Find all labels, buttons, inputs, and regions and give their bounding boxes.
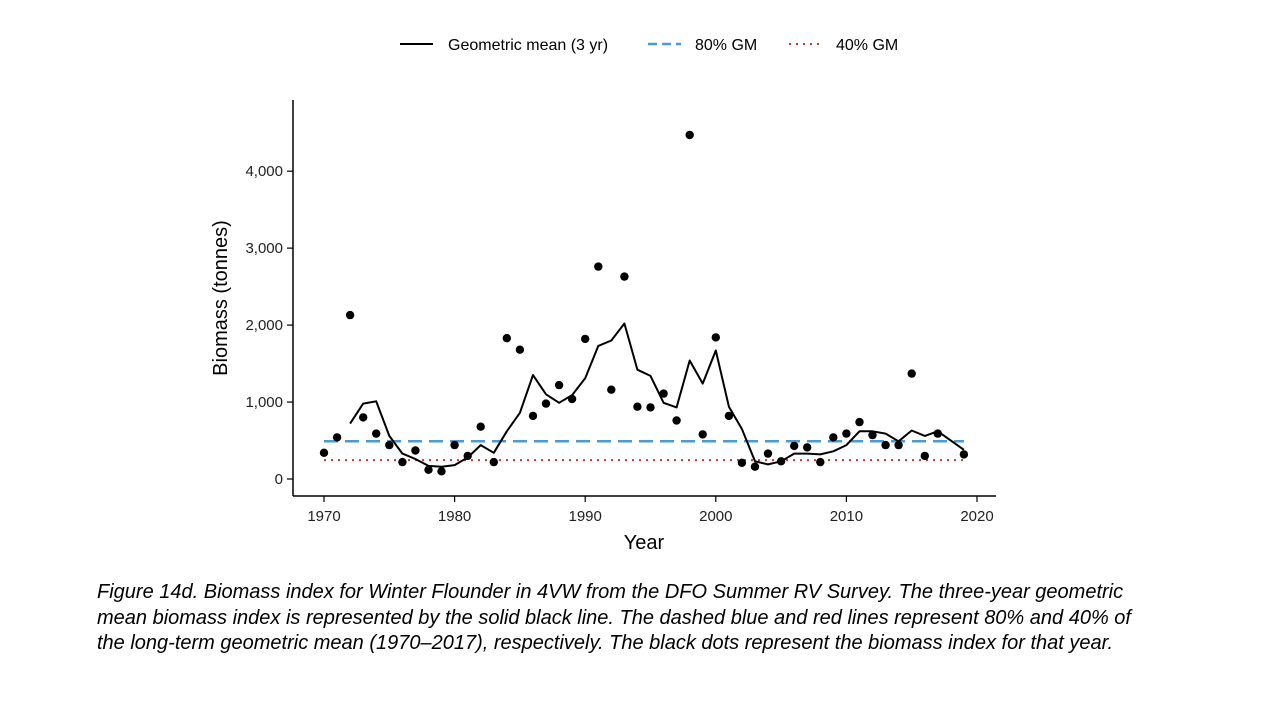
data-point-1995 xyxy=(646,403,655,412)
data-point-2000 xyxy=(711,333,720,342)
data-point-2014 xyxy=(894,440,903,450)
data-point-1979 xyxy=(437,467,446,476)
data-point-1993 xyxy=(620,272,629,281)
data-point-1971 xyxy=(332,433,342,442)
data-point-1986 xyxy=(528,411,538,421)
data-point-2004 xyxy=(763,449,773,458)
data-point-1985 xyxy=(515,345,525,354)
data-point-1983 xyxy=(489,457,498,467)
series-line-geometric-mean xyxy=(349,322,965,468)
legend-label-80-gm: 80% GM xyxy=(695,37,757,54)
data-point-1997 xyxy=(672,416,681,425)
data-point-1978 xyxy=(424,465,433,474)
data-point-1982 xyxy=(476,422,485,431)
data-point-2013 xyxy=(881,440,890,450)
data-point-1974 xyxy=(372,429,381,438)
data-point-1990 xyxy=(581,334,590,344)
x-tick-label-2000: 2000 xyxy=(699,508,732,525)
data-point-2008 xyxy=(816,457,825,467)
data-point-2003 xyxy=(750,462,760,471)
data-point-2007 xyxy=(803,443,812,452)
data-point-2002 xyxy=(737,458,747,467)
y-axis-title: Biomass (tonnes) xyxy=(210,220,232,376)
data-point-2006 xyxy=(790,441,799,451)
data-point-2012 xyxy=(868,430,877,440)
data-point-1987 xyxy=(541,399,551,408)
figure-caption: Figure 14d. Biomass index for Winter Flo… xyxy=(97,581,1131,654)
y-tick-label-4000: 4,000 xyxy=(245,163,283,180)
data-point-2011 xyxy=(855,417,864,427)
data-point-1988 xyxy=(554,380,564,390)
data-point-2009 xyxy=(829,433,838,442)
data-point-1977 xyxy=(411,446,420,455)
data-point-1975 xyxy=(385,440,394,450)
data-point-1996 xyxy=(659,389,668,398)
data-point-1976 xyxy=(398,457,407,467)
x-axis-ticks: 1970 1980 1990 2000 2010 2020 xyxy=(307,496,994,525)
data-point-1972 xyxy=(345,310,355,320)
data-point-1991 xyxy=(594,262,603,271)
plot-area xyxy=(319,130,969,476)
data-point-2005 xyxy=(776,457,786,466)
data-point-1980 xyxy=(450,440,459,450)
chart: Geometric mean (3 yr) 80% GM 40% GM 1970… xyxy=(210,37,996,554)
data-point-1992 xyxy=(607,385,616,394)
data-point-1981 xyxy=(463,451,472,461)
data-point-2015 xyxy=(907,369,916,378)
data-point-1984 xyxy=(502,334,511,343)
y-tick-label-2000: 2,000 xyxy=(245,317,283,334)
x-axis-title: Year xyxy=(624,532,665,554)
data-point-1999 xyxy=(698,430,707,439)
data-point-1989 xyxy=(567,394,577,404)
y-tick-label-3000: 3,000 xyxy=(245,240,283,257)
data-point-1973 xyxy=(359,413,368,422)
data-point-1970 xyxy=(319,448,329,457)
data-point-2016 xyxy=(920,451,929,461)
x-tick-label-2010: 2010 xyxy=(830,508,863,525)
data-point-2019 xyxy=(959,450,969,459)
x-tick-label-1970: 1970 xyxy=(307,508,340,525)
data-point-2017 xyxy=(933,429,942,438)
x-tick-label-1980: 1980 xyxy=(438,508,471,525)
legend-label-40-gm: 40% GM xyxy=(836,37,898,54)
y-tick-label-1000: 1,000 xyxy=(245,394,283,411)
y-tick-label-0: 0 xyxy=(275,471,283,488)
x-tick-label-1990: 1990 xyxy=(569,508,602,525)
data-point-1998 xyxy=(685,130,694,140)
x-tick-label-2020: 2020 xyxy=(960,508,993,525)
legend: Geometric mean (3 yr) 80% GM 40% GM xyxy=(400,37,898,54)
y-axis-ticks: 0 1,000 2,000 3,000 4,000 xyxy=(245,163,293,488)
data-point-2001 xyxy=(724,411,734,421)
data-point-2010 xyxy=(842,429,851,438)
legend-label-geometric-mean: Geometric mean (3 yr) xyxy=(448,37,608,54)
data-point-1994 xyxy=(633,402,642,411)
